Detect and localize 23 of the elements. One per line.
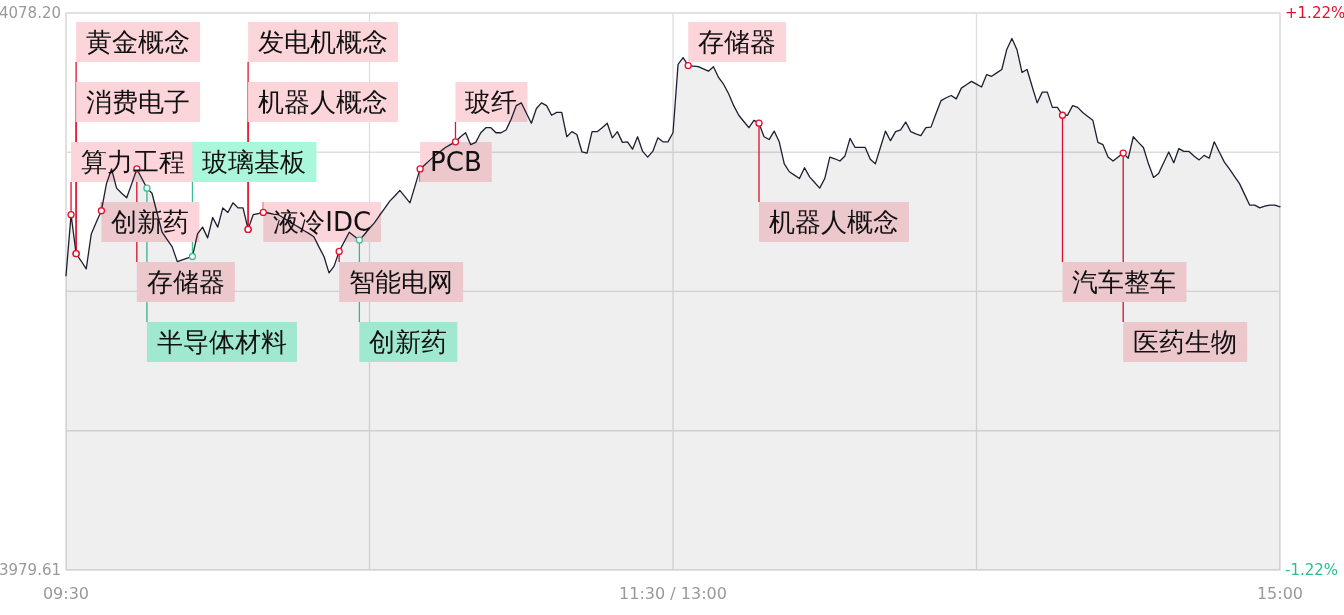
data-label: 玻璃基板 — [202, 147, 307, 177]
x-tick-label: 15:00 — [1256, 584, 1304, 603]
x-tick-label: 09:30 — [42, 584, 90, 603]
data-label: 汽车整车 — [1072, 267, 1177, 297]
x-tick-label: 11:30 / 13:00 — [619, 584, 727, 603]
data-label: 玻纤 — [465, 87, 518, 117]
data-label: 存储器 — [698, 27, 777, 57]
y-tick-label: 3979.61 — [0, 561, 61, 579]
data-label: 算力工程 — [81, 147, 186, 177]
data-label: 消费电子 — [86, 87, 191, 117]
data-label: 黄金概念 — [86, 27, 191, 57]
y2-tick-label: +1.22% — [1285, 4, 1344, 22]
data-label: 机器人概念 — [258, 87, 389, 117]
y2-tick-label: -1.22% — [1285, 561, 1339, 579]
data-label: 智能电网 — [349, 267, 454, 297]
data-label: 创新药 — [369, 327, 448, 357]
data-label: 医药生物 — [1133, 327, 1238, 357]
y-tick-label: 4078.20 — [0, 4, 61, 22]
data-label: 发电机概念 — [258, 27, 389, 57]
data-label: 半导体材料 — [156, 327, 287, 357]
data-label: PCB — [430, 147, 482, 177]
data-label: 存储器 — [146, 267, 225, 297]
data-label: 机器人概念 — [768, 207, 899, 237]
